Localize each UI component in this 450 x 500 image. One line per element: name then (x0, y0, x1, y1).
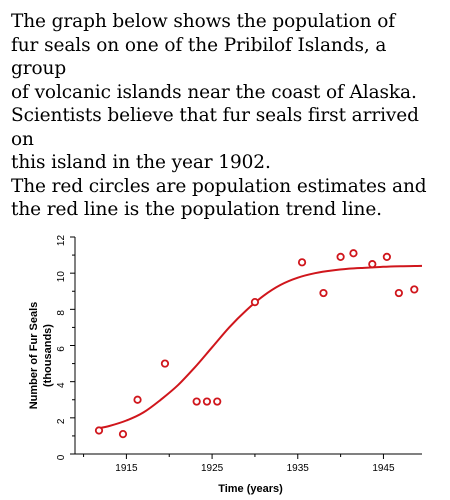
data-point (349, 249, 358, 258)
intro-line: Scientists believe that fur seals first … (11, 105, 419, 150)
question-text: The graph below shows the population of … (11, 10, 447, 222)
data-point (213, 397, 222, 406)
data-point (250, 297, 260, 307)
legend-line: the red line is the population trend lin… (11, 199, 382, 220)
x-tick-label: 1925 (201, 463, 224, 474)
x-axis-title: Time (years) (218, 483, 283, 495)
data-point (394, 288, 403, 298)
legend-line: The red circles are population estimates… (11, 175, 427, 197)
y-axis-title-line: (thousands) (42, 324, 54, 387)
y-tick-label: 8 (56, 310, 67, 316)
intro-line: of volcanic islands near the coast of Al… (11, 81, 417, 103)
y-tick-label: 4 (56, 382, 67, 388)
axes (74, 237, 422, 455)
y-tick-label: 6 (56, 346, 67, 352)
x-tick-label: 1935 (287, 463, 310, 474)
data-point (192, 397, 201, 406)
y-axis-title-line: Number of Fur Seals (28, 302, 40, 410)
y-axis-title: Number of Fur Seals (thousands) (28, 302, 54, 410)
data-points (94, 249, 419, 439)
legend-paragraph: The red circles are population estimates… (11, 175, 447, 222)
data-point (319, 288, 328, 298)
data-point (297, 258, 307, 267)
data-point (202, 397, 212, 406)
intro-line: this island in the year 1902. (11, 152, 271, 173)
data-point (133, 395, 142, 404)
data-point (118, 430, 128, 439)
intro-line: The graph below shows the population of (11, 11, 395, 32)
y-ticks: 0 2 4 6 8 10 12 (56, 235, 75, 460)
trend-line (96, 264, 423, 430)
data-point (368, 260, 377, 269)
x-tick-label: 1915 (115, 463, 138, 474)
y-tick-label: 0 (56, 454, 67, 460)
y-tick-label: 10 (56, 271, 67, 283)
y-tick-label: 2 (56, 418, 67, 424)
y-tick-label: 12 (56, 235, 67, 247)
intro-paragraph: The graph below shows the population of … (11, 10, 447, 175)
data-point (382, 252, 391, 261)
intro-line: fur seals on one of the Pribilof Islands… (11, 34, 387, 80)
data-point (160, 359, 170, 368)
data-point (94, 426, 104, 435)
data-point (410, 285, 419, 294)
x-ticks: 1915 1925 1935 1945 (83, 454, 395, 474)
data-point (336, 252, 345, 261)
x-tick-label: 1945 (372, 463, 395, 474)
